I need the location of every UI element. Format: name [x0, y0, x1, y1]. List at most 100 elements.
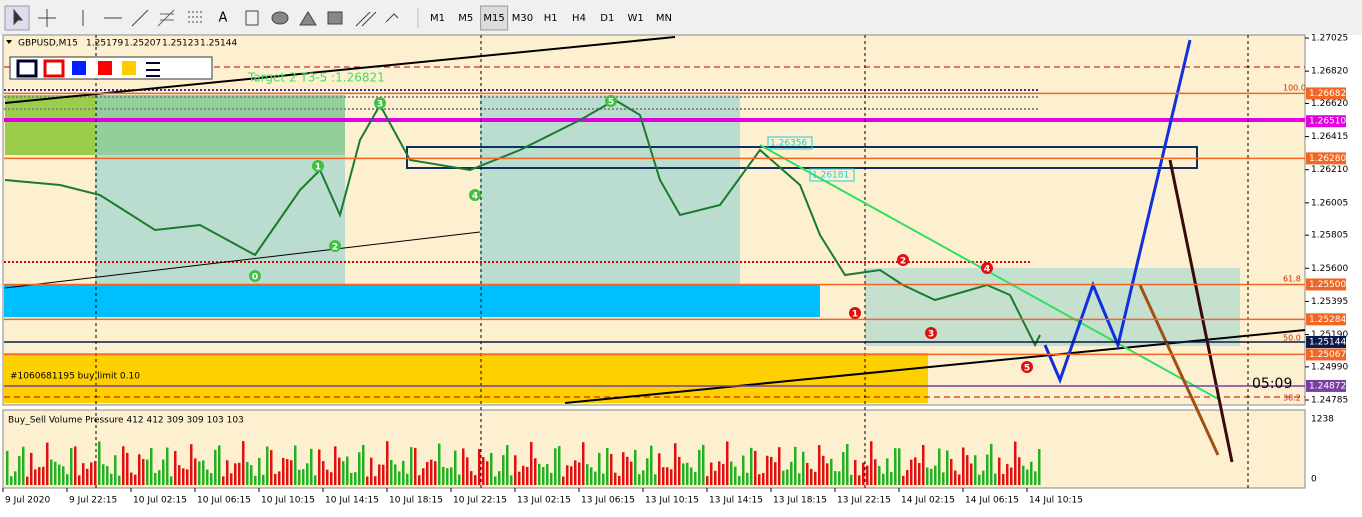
timeframe-button[interactable]	[424, 6, 451, 30]
volume-bar	[434, 461, 437, 485]
volume-bar	[966, 455, 969, 485]
volume-bar	[930, 468, 933, 485]
volume-bar	[1034, 471, 1037, 485]
volume-bar	[102, 464, 105, 485]
level-box	[767, 136, 813, 150]
timeframe-button[interactable]	[480, 5, 509, 31]
timeframe-button[interactable]	[537, 6, 565, 30]
volume-bar	[306, 463, 309, 485]
volume-bar	[706, 476, 709, 485]
volume-bar	[538, 463, 541, 485]
wave-label: 5	[1024, 364, 1030, 374]
volume-bar	[642, 470, 645, 485]
price-marker-label: 1.25500	[1309, 280, 1346, 290]
volume-bar	[18, 456, 21, 485]
volume-bar	[786, 469, 789, 485]
time-label: 14 Jul 02:15	[901, 496, 955, 506]
volume-bar	[38, 467, 41, 485]
volume-bar	[682, 463, 685, 485]
volume-bar	[262, 474, 265, 485]
volume-bar	[330, 472, 333, 485]
timeframe-button[interactable]	[622, 6, 650, 30]
volume-bar	[150, 447, 153, 485]
volume-bar	[182, 468, 185, 485]
price-marker-label: 1.25284	[1309, 315, 1346, 325]
volume-bar	[138, 454, 141, 485]
volume-bar	[1002, 474, 1005, 485]
volume-bar	[390, 459, 393, 485]
timeframe-label[interactable]: M15	[483, 13, 504, 24]
timeframe-label[interactable]: M30	[512, 13, 533, 24]
wave-marker	[329, 240, 341, 252]
volume-bar	[518, 471, 521, 485]
volume-bar	[666, 467, 669, 485]
timeframe-label[interactable]: H4	[572, 13, 586, 24]
volume-bar	[42, 466, 45, 485]
timeframe-button[interactable]	[452, 6, 480, 30]
fib-label: 50.0	[1283, 334, 1301, 343]
volume-bar	[654, 474, 657, 485]
wave-marker	[849, 307, 861, 319]
volume-bar	[110, 473, 113, 485]
volume-bar	[798, 473, 801, 485]
volume-bar	[198, 461, 201, 485]
volume-bar	[346, 456, 349, 485]
volume-bar	[354, 472, 357, 485]
volume-bar	[86, 468, 89, 485]
volume-bar	[954, 470, 957, 485]
volume-bar	[794, 446, 797, 485]
volume-bar	[214, 449, 217, 485]
timeframe-label[interactable]: D1	[600, 13, 614, 24]
wave-marker	[1021, 361, 1033, 373]
time-label: 13 Jul 18:15	[773, 496, 827, 506]
timeframe-button[interactable]	[650, 6, 678, 30]
wave-marker	[605, 95, 617, 107]
volume-bar	[542, 467, 545, 485]
timeframe-label[interactable]: M5	[458, 13, 473, 24]
volume-bar	[634, 449, 637, 485]
volume-bar	[422, 468, 425, 485]
volume-bar	[70, 447, 73, 485]
volume-bar	[374, 476, 377, 485]
volume-bar	[802, 451, 805, 485]
volume-bar	[234, 463, 237, 485]
volume-bar	[26, 476, 29, 485]
volume-bar	[1038, 449, 1041, 485]
timeframe-button[interactable]	[565, 6, 593, 30]
volume-bar	[574, 460, 577, 485]
wave-marker	[312, 160, 324, 172]
price-tick-label: 1.24785	[1311, 396, 1348, 406]
volume-bar	[470, 471, 473, 485]
volume-bar	[526, 466, 529, 485]
timeframe-button[interactable]	[593, 6, 621, 30]
volume-bar	[554, 448, 557, 485]
timeframe-label[interactable]: M1	[430, 13, 445, 24]
price-marker	[1306, 278, 1346, 291]
volume-bar	[318, 449, 321, 485]
wave-marker	[981, 262, 993, 274]
timeframe-label[interactable]: H1	[544, 13, 558, 24]
timeframe-label[interactable]: MN	[656, 13, 672, 24]
volume-bar	[206, 469, 209, 485]
volume-bar	[762, 472, 765, 485]
volume-bar	[902, 475, 905, 485]
level-box	[809, 168, 855, 182]
wave-label: 3	[377, 100, 383, 110]
volume-bar	[106, 466, 109, 485]
volume-bar	[878, 466, 881, 485]
volume-bar	[98, 441, 101, 485]
timeframe-button[interactable]	[508, 6, 536, 30]
drawings	[4, 35, 1306, 490]
volume-bar	[166, 447, 169, 485]
timeframe-label[interactable]: W1	[627, 13, 643, 24]
volume-bar	[866, 465, 869, 485]
volume-bar	[442, 466, 445, 485]
volume-bar	[1014, 441, 1017, 485]
volume-bar	[546, 464, 549, 485]
volume-bar	[178, 465, 181, 485]
volume-bar	[754, 450, 757, 485]
volume-bar	[530, 441, 533, 485]
volume-bar	[622, 452, 625, 485]
volume-bar	[926, 467, 929, 485]
